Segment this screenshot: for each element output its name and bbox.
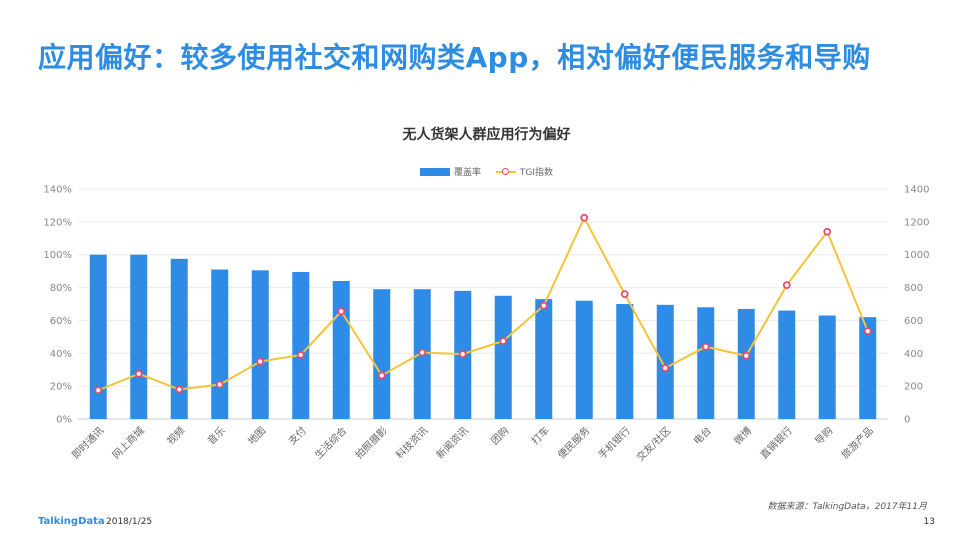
chart-legend: 覆盖率 TGI指数 [0, 165, 973, 179]
page-number: 13 [923, 517, 935, 527]
legend-item-tgi[interactable]: TGI指数 [495, 165, 554, 178]
left-axis-tick: 0% [56, 415, 72, 426]
x-axis-label: 拍照摄影 [352, 424, 389, 461]
x-axis-label: 新闻资讯 [433, 424, 470, 461]
x-axis-label: 旅游产品 [838, 424, 875, 461]
left-axis-tick: 40% [50, 349, 72, 360]
tgi-point[interactable] [782, 281, 791, 290]
left-axis-tick: 60% [50, 316, 72, 327]
right-axis-tick: 800 [904, 283, 923, 294]
bar[interactable] [697, 307, 715, 419]
bar[interactable] [818, 315, 836, 420]
x-axis-label: 导购 [812, 424, 835, 447]
right-axis-tick: 600 [904, 316, 923, 327]
left-axis-tick: 20% [50, 382, 72, 393]
bar[interactable] [130, 254, 148, 419]
bar[interactable] [616, 304, 634, 419]
bar[interactable] [575, 300, 593, 419]
left-axis-tick: 140% [43, 185, 72, 196]
x-axis-label: 便民服务 [555, 424, 592, 461]
legend-bar-swatch [419, 167, 450, 176]
tgi-point[interactable] [661, 364, 670, 372]
bar[interactable] [494, 295, 512, 419]
x-axis-label: 网上商城 [109, 424, 146, 461]
bar[interactable] [211, 269, 229, 420]
tgi-point[interactable] [337, 307, 346, 316]
right-axis-tick: 0 [904, 415, 910, 426]
bar[interactable] [535, 299, 553, 419]
gridlines [78, 188, 888, 420]
tgi-point[interactable] [134, 369, 143, 378]
tgi-point[interactable] [175, 385, 184, 394]
tgi-point[interactable] [742, 351, 751, 360]
line-points [94, 213, 872, 395]
right-axis: 0 200 400 600 800 1000 1200 1400 [904, 185, 929, 426]
tgi-point[interactable] [701, 342, 710, 351]
bar[interactable] [292, 271, 310, 419]
bar[interactable] [373, 289, 391, 419]
x-axis-labels: 即时通讯 网上商城 视频 音乐 地图 支付 生活综合 拍照摄影 科技资讯 新闻资讯 团购 打车 便民服务… [70, 424, 876, 464]
tgi-line [97, 215, 869, 392]
tgi-point[interactable] [94, 386, 103, 395]
x-axis-label: 生活综合 [312, 424, 349, 461]
tgi-point[interactable] [580, 213, 589, 222]
legend-item-coverage[interactable]: 覆盖率 [419, 165, 481, 178]
tgi-point[interactable] [296, 351, 305, 359]
x-axis-label: 音乐 [205, 424, 228, 447]
x-axis-label: 手机银行 [595, 424, 632, 461]
bar[interactable] [332, 281, 350, 419]
bar-series [89, 254, 877, 420]
bar[interactable] [89, 254, 107, 419]
left-axis-tick: 120% [43, 217, 72, 228]
x-axis-label: 科技资讯 [393, 424, 430, 461]
bar[interactable] [737, 308, 755, 419]
tgi-point[interactable] [823, 227, 832, 236]
bar[interactable] [778, 310, 796, 419]
line-series [97, 215, 869, 392]
tgi-point[interactable] [863, 327, 872, 336]
x-axis-label: 打车 [529, 424, 552, 447]
tgi-point[interactable] [620, 290, 629, 299]
x-axis-label: 电台 [691, 424, 714, 447]
right-axis-tick: 1400 [904, 185, 929, 196]
left-axis: 0% 20% 40% 60% 80% 100% 120% 140% [43, 185, 72, 426]
bar[interactable] [251, 270, 269, 419]
tgi-point[interactable] [458, 350, 467, 359]
right-axis-tick: 400 [904, 349, 923, 360]
right-axis-tick: 200 [904, 382, 923, 393]
tgi-point[interactable] [418, 348, 427, 357]
footer-date: 2018/1/25 [106, 517, 153, 527]
left-axis-tick: 100% [43, 250, 72, 261]
bar[interactable] [170, 258, 188, 419]
x-axis-label: 视频 [164, 424, 187, 447]
x-axis-label: 直销银行 [757, 424, 794, 461]
chart-title: 无人货架人群应用行为偏好 [402, 127, 571, 143]
x-axis-label: 交友/社区 [634, 424, 674, 464]
legend-label-tgi: TGI指数 [519, 168, 554, 178]
combo-chart: 0% 20% 40% 60% 80% 100% 120% 140% 0 200 400 600 800… [43, 185, 929, 464]
page-title: 应用偏好：较多使用社交和网购类App，相对偏好便民服务和导购 [38, 41, 871, 74]
x-axis-label: 即时通讯 [70, 425, 107, 462]
tgi-point[interactable] [215, 380, 224, 389]
bar[interactable] [656, 304, 674, 419]
x-axis-label: 微博 [731, 424, 754, 447]
legend-label-coverage: 覆盖率 [453, 168, 481, 178]
brand-logo: TalkingData [38, 516, 105, 527]
x-axis-label: 支付 [286, 424, 309, 447]
legend-line-swatch [495, 167, 516, 176]
data-source: 数据来源：TalkingData，2017年11月 [767, 502, 927, 512]
tgi-point[interactable] [499, 337, 508, 345]
right-axis-tick: 1000 [904, 250, 929, 261]
tgi-point[interactable] [539, 301, 548, 310]
x-axis-label: 团购 [488, 424, 511, 447]
bar[interactable] [859, 317, 877, 419]
x-axis-label: 地图 [245, 424, 268, 447]
left-axis-tick: 80% [50, 283, 72, 294]
tgi-point[interactable] [256, 357, 265, 366]
tgi-point[interactable] [377, 371, 386, 380]
right-axis-tick: 1200 [904, 217, 929, 228]
